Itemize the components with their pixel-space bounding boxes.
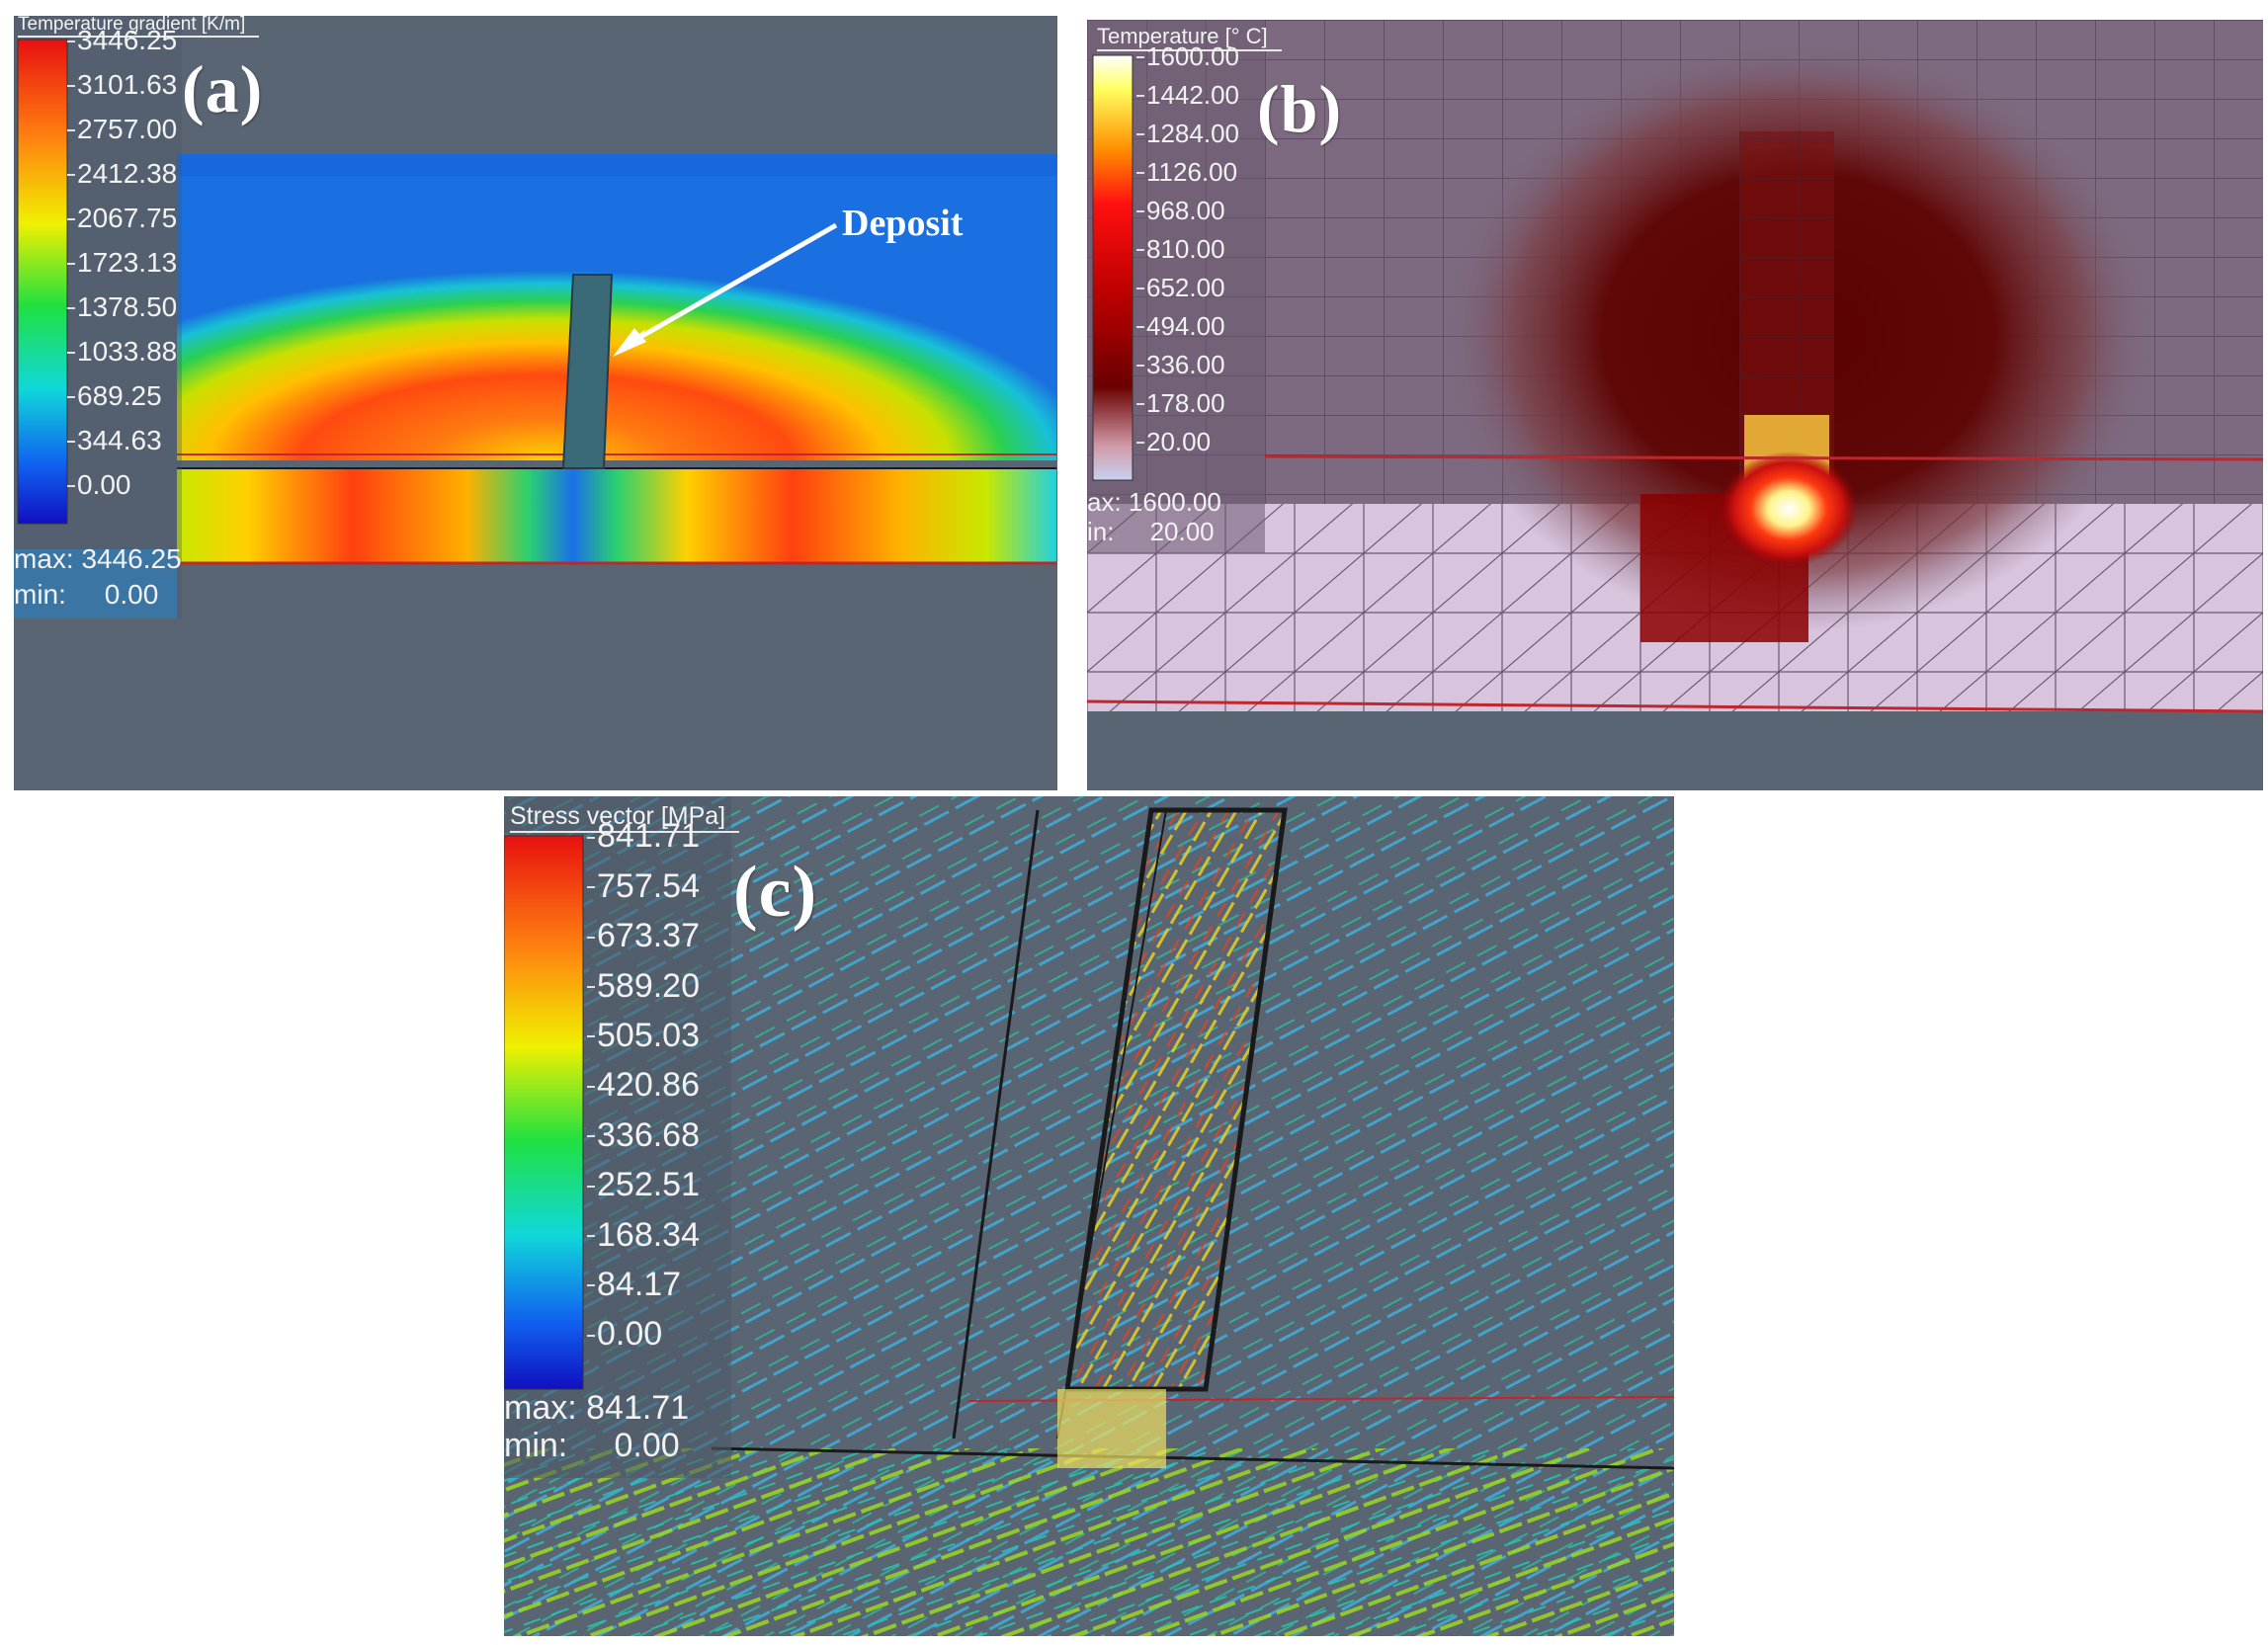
- panel-a-min-value: min: 0.00: [14, 579, 159, 610]
- legend-tick-label: 420.86: [587, 1066, 700, 1105]
- legend-tick-label: 2412.38: [66, 157, 178, 189]
- legend-tick-label: 3101.63: [66, 68, 178, 100]
- panel-c-stress-vector: Stress vector [MPa] 841.71 757.54 673.37 58…: [504, 796, 1674, 1636]
- legend-tick-label: 2757.00: [66, 113, 178, 144]
- legend-tick-label: 841.71: [587, 817, 700, 856]
- legend-tick-label: 3446.25: [66, 24, 178, 55]
- legend-tick-label: 0.00: [67, 468, 131, 500]
- legend-tick-label: 2067.75: [66, 202, 178, 233]
- legend-tick-label: 344.63: [67, 424, 162, 455]
- legend-tick-label: 810.00: [1136, 233, 1225, 264]
- panel-a-temperature-gradient: Temperature gradient [K/m] 3446.25 3101.6…: [14, 16, 1057, 790]
- panel-c-color-legend: Stress vector [MPa] 841.71 757.54 673.37 58…: [504, 796, 740, 1478]
- legend-tick-label: 1126.00: [1135, 156, 1238, 187]
- legend-tick-label: 1378.50: [66, 290, 178, 322]
- legend-tick-label: 336.00: [1136, 349, 1225, 379]
- panel-b-field-image: [1087, 20, 2263, 790]
- legend-tick-label: 252.51: [587, 1166, 700, 1204]
- legend-tick-label: 589.20: [587, 966, 700, 1005]
- legend-tick-label: 1284.00: [1136, 118, 1239, 148]
- legend-tick-label: 1442.00: [1136, 79, 1239, 110]
- legend-tick-label: 652.00: [1136, 272, 1225, 302]
- legend-tick-label: 168.34: [587, 1215, 700, 1254]
- legend-tick-label: 1600.00: [1136, 41, 1239, 71]
- legend-tick-label: 494.00: [1136, 310, 1225, 341]
- panel-b-temperature: Temperature [° C] 1600.00 1442.00 1284.00 1…: [1087, 20, 2263, 790]
- legend-tick-label: 0.00: [586, 1315, 663, 1354]
- legend-tick-label: 84.17: [586, 1265, 682, 1303]
- panel-a-color-legend: Temperature gradient [K/m] 3446.25 3101.6…: [14, 16, 260, 618]
- legend-tick-label: 673.37: [587, 917, 700, 955]
- legend-tick-label: 1723.13: [66, 246, 178, 278]
- panel-a-field-image: [14, 16, 1056, 618]
- panel-c-field-image: [504, 796, 1674, 1636]
- legend-tick-label: 689.25: [67, 379, 162, 411]
- panel-c-min-value: min: 0.00: [504, 1427, 680, 1464]
- legend-tick-label: 336.68: [587, 1115, 700, 1154]
- panel-b-color-legend: Temperature [° C] 1600.00 1442.00 1284.00 1…: [1087, 20, 1282, 553]
- panel-b-max-value: ax: 1600.00: [1087, 487, 1221, 517]
- panel-a-max-value: max: 3446.25: [14, 543, 182, 574]
- panel-c-max-value: max: 841.71: [504, 1389, 690, 1427]
- legend-tick-label: 1033.88: [66, 335, 178, 367]
- panel-a-legend-title: Temperature gradient [K/m]: [18, 16, 260, 38]
- deposit-annotation: Deposit: [842, 203, 964, 244]
- panel-a-letter: (a): [182, 51, 264, 126]
- legend-tick-label: 968.00: [1136, 195, 1225, 225]
- panel-b-min-value: in: 20.00: [1087, 517, 1215, 546]
- legend-tick-label: 505.03: [587, 1016, 700, 1054]
- legend-tick-label: 20.00: [1135, 426, 1212, 456]
- legend-tick-label: 178.00: [1136, 387, 1225, 418]
- panel-c-letter: (c): [733, 852, 818, 933]
- panel-b-legend-title: Temperature [° C]: [1097, 24, 1282, 51]
- panel-b-letter: (b): [1257, 71, 1343, 146]
- legend-tick-label: 757.54: [587, 866, 700, 905]
- panel-c-legend-title: Stress vector [MPa]: [510, 802, 740, 833]
